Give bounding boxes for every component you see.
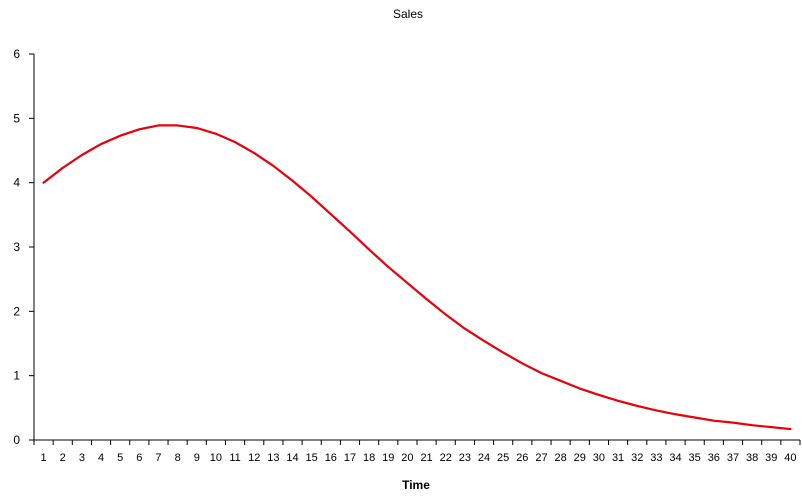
x-tick-label: 1 xyxy=(41,452,47,464)
x-tick-label: 23 xyxy=(459,452,471,464)
x-tick-label: 16 xyxy=(325,452,337,464)
series-point xyxy=(579,387,581,390)
x-tick-label: 25 xyxy=(497,452,509,464)
series-point xyxy=(674,413,677,415)
x-tick-label: 3 xyxy=(79,452,85,464)
x-tick-label: 34 xyxy=(669,452,681,464)
y-tick-label: 2 xyxy=(13,304,20,318)
x-tick-label: 35 xyxy=(689,452,701,464)
y-tick-label: 1 xyxy=(13,369,20,383)
series-point xyxy=(349,230,351,233)
x-tick-label: 27 xyxy=(535,452,547,464)
series-point xyxy=(100,143,102,145)
x-tick-label: 28 xyxy=(555,452,567,464)
series-point xyxy=(502,351,504,354)
x-tick-label: 7 xyxy=(155,452,161,464)
x-tick-label: 29 xyxy=(574,452,586,464)
series-point xyxy=(406,282,409,284)
series-point xyxy=(655,409,657,412)
series-point xyxy=(770,426,772,428)
x-tick-label: 24 xyxy=(478,452,490,464)
series-line-1 xyxy=(42,124,792,431)
x-tick-label: 12 xyxy=(248,452,260,464)
y-axis-ticks: 0 1 2 3 4 5 6 xyxy=(13,47,34,447)
y-tick-label: 0 xyxy=(13,433,20,447)
x-tick-label: 18 xyxy=(363,452,375,464)
x-tick-label: 26 xyxy=(516,452,528,464)
y-tick-label: 3 xyxy=(13,240,20,254)
series-point xyxy=(560,380,562,382)
series-point xyxy=(311,196,313,198)
series-point xyxy=(368,248,370,251)
series-point xyxy=(291,180,294,182)
series-point xyxy=(42,182,45,184)
x-tick-label: 15 xyxy=(306,452,318,464)
x-tick-label: 40 xyxy=(784,452,796,464)
x-tick-label: 14 xyxy=(286,452,298,464)
series-point xyxy=(234,141,236,143)
x-tick-label: 20 xyxy=(401,452,413,464)
x-tick-label: 30 xyxy=(593,452,605,464)
x-axis-ticks: 1 2 3 4 5 6 7 8 9 10 11 12 13 14 15 16 17 18 19 20 21 22 23 24 2… xyxy=(33,440,801,464)
x-tick-label: 21 xyxy=(420,452,432,464)
series-point xyxy=(387,266,389,268)
x-tick-label: 33 xyxy=(650,452,662,464)
x-tick-label: 6 xyxy=(136,452,142,464)
series-point xyxy=(330,213,332,215)
series-point xyxy=(464,328,466,330)
x-tick-label: 2 xyxy=(60,452,66,464)
series-point xyxy=(483,340,485,342)
series-point xyxy=(445,313,447,316)
x-tick-label: 39 xyxy=(765,452,777,464)
series-point xyxy=(81,154,83,156)
x-tick-label: 31 xyxy=(612,452,624,464)
x-tick-label: 38 xyxy=(746,452,758,464)
series-point xyxy=(732,422,734,424)
series-point xyxy=(617,400,619,402)
x-tick-label: 32 xyxy=(631,452,643,464)
x-tick-label: 19 xyxy=(382,452,394,464)
y-tick-label: 6 xyxy=(13,47,20,61)
series-point xyxy=(713,420,715,422)
series-point xyxy=(789,428,792,430)
series-point xyxy=(521,362,523,365)
series-point xyxy=(62,167,64,169)
x-tick-label: 10 xyxy=(210,452,222,464)
series-point xyxy=(119,135,121,137)
series-point xyxy=(598,394,600,396)
series-point xyxy=(215,133,217,135)
series-point xyxy=(138,128,140,130)
x-tick-label: 5 xyxy=(117,452,123,464)
series-point xyxy=(196,127,198,129)
series-point xyxy=(425,298,428,300)
x-tick-label: 11 xyxy=(229,452,240,464)
series-layer xyxy=(42,124,792,431)
x-tick-label: 9 xyxy=(194,452,200,464)
x-tick-label: 37 xyxy=(727,452,739,464)
series-point xyxy=(694,416,696,419)
series-point xyxy=(177,124,179,127)
x-tick-label: 13 xyxy=(267,452,279,464)
series-point xyxy=(751,424,753,426)
x-tick-label: 4 xyxy=(98,452,104,464)
series-point xyxy=(636,405,638,407)
series-point xyxy=(272,165,274,167)
y-tick-label: 5 xyxy=(13,111,20,125)
series-point xyxy=(157,124,160,127)
x-tick-label: 36 xyxy=(708,452,720,464)
chart-title: Sales xyxy=(393,7,423,21)
x-axis-title: Time xyxy=(402,478,430,492)
x-tick-label: 17 xyxy=(344,452,356,464)
series-point xyxy=(253,152,255,154)
x-tick-label: 8 xyxy=(175,452,181,464)
series-point xyxy=(540,372,543,374)
x-tick-label: 22 xyxy=(440,452,452,464)
y-tick-label: 4 xyxy=(13,176,20,190)
